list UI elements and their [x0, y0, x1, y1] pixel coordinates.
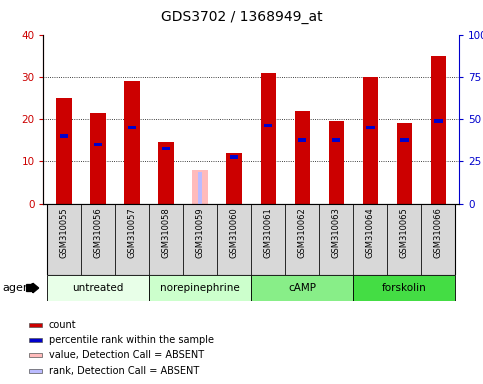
- Text: GSM310062: GSM310062: [298, 207, 307, 258]
- Bar: [90, 113, 106, 204]
- Bar: [319, 204, 353, 275]
- Bar: [421, 204, 455, 275]
- Bar: [353, 204, 387, 275]
- Text: rank, Detection Call = ABSENT: rank, Detection Call = ABSENT: [49, 366, 199, 376]
- Text: GSM310064: GSM310064: [366, 207, 375, 258]
- Text: norepinephrine: norepinephrine: [160, 283, 240, 293]
- Bar: [149, 275, 251, 301]
- Bar: [192, 170, 208, 204]
- Text: GSM310061: GSM310061: [264, 207, 273, 258]
- Bar: [28, 369, 42, 373]
- Bar: [28, 338, 42, 342]
- Text: GSM310063: GSM310063: [332, 207, 341, 258]
- Bar: [397, 123, 412, 204]
- Bar: [251, 204, 285, 275]
- Bar: [366, 126, 374, 129]
- Text: GSM310056: GSM310056: [93, 207, 102, 258]
- Bar: [387, 204, 421, 275]
- Text: percentile rank within the sample: percentile rank within the sample: [49, 335, 213, 345]
- Bar: [183, 204, 217, 275]
- Bar: [298, 139, 306, 142]
- Bar: [60, 134, 68, 137]
- Bar: [47, 275, 149, 301]
- Bar: [94, 143, 102, 146]
- Bar: [227, 153, 242, 204]
- Text: GDS3702 / 1368949_at: GDS3702 / 1368949_at: [161, 10, 322, 23]
- Text: agent: agent: [2, 283, 35, 293]
- Text: count: count: [49, 320, 76, 330]
- Bar: [230, 156, 238, 159]
- Bar: [353, 275, 455, 301]
- Text: cAMP: cAMP: [288, 283, 316, 293]
- Bar: [264, 124, 272, 127]
- Text: GSM310057: GSM310057: [128, 207, 137, 258]
- Bar: [47, 204, 81, 275]
- Bar: [28, 353, 42, 357]
- Bar: [431, 56, 446, 204]
- Bar: [434, 119, 442, 123]
- Text: GSM310066: GSM310066: [434, 207, 443, 258]
- Text: forskolin: forskolin: [382, 283, 427, 293]
- Bar: [149, 204, 183, 275]
- Bar: [251, 275, 353, 301]
- Text: GSM310055: GSM310055: [59, 207, 69, 258]
- Text: value, Detection Call = ABSENT: value, Detection Call = ABSENT: [49, 349, 204, 360]
- Bar: [285, 204, 319, 275]
- Bar: [115, 204, 149, 275]
- Bar: [158, 142, 174, 204]
- Bar: [56, 98, 71, 204]
- Bar: [198, 172, 202, 204]
- Bar: [363, 77, 378, 204]
- Bar: [400, 139, 409, 142]
- Text: GSM310059: GSM310059: [196, 207, 205, 258]
- Bar: [260, 73, 276, 204]
- Bar: [162, 147, 170, 150]
- Bar: [128, 126, 136, 129]
- Bar: [81, 204, 115, 275]
- Bar: [217, 204, 251, 275]
- Text: GSM310060: GSM310060: [229, 207, 239, 258]
- Text: untreated: untreated: [72, 283, 124, 293]
- Bar: [28, 323, 42, 327]
- Bar: [328, 121, 344, 204]
- Bar: [295, 111, 310, 204]
- Text: GSM310065: GSM310065: [400, 207, 409, 258]
- Bar: [332, 139, 341, 142]
- Text: GSM310058: GSM310058: [161, 207, 170, 258]
- Bar: [124, 81, 140, 204]
